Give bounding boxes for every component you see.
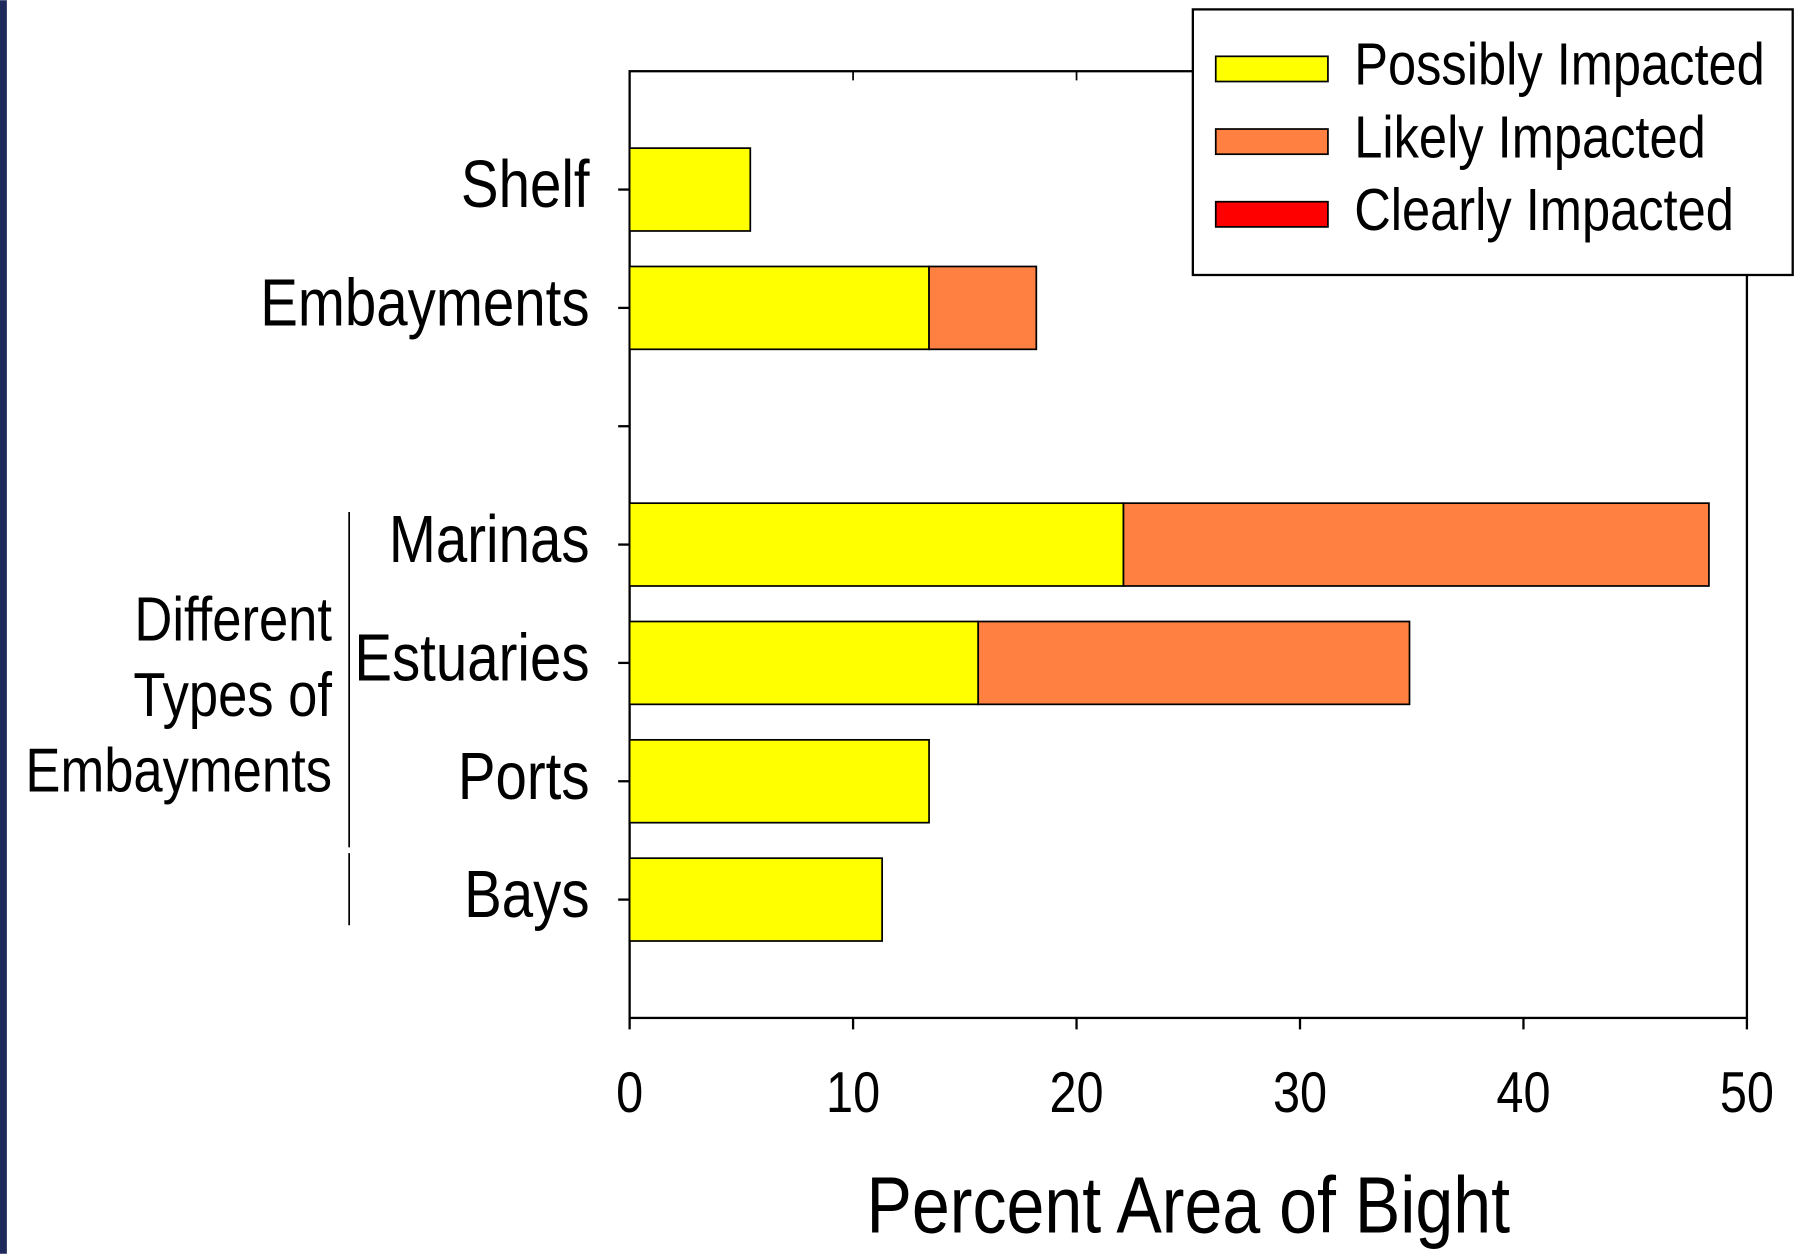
bar-segment [977, 620, 1411, 706]
legend-swatch [1214, 55, 1329, 83]
bar-segment [1122, 502, 1710, 587]
bar-segment [628, 738, 930, 824]
legend-label: Possibly Impacted [1354, 31, 1765, 98]
x-tick-label: 10 [826, 1061, 880, 1125]
y-tick-label: Embayments [260, 266, 589, 340]
x-tick-label: 20 [1049, 1061, 1103, 1125]
x-tick-label: 0 [616, 1061, 643, 1125]
legend-label: Clearly Impacted [1354, 176, 1734, 243]
legend-label: Likely Impacted [1354, 103, 1705, 170]
bar-segment [628, 620, 980, 706]
bar-segment [628, 857, 883, 942]
group-label: Types of [133, 661, 333, 730]
group-label: Embayments [25, 737, 332, 806]
y-tick-label: Estuaries [354, 621, 589, 695]
left-border [0, 0, 7, 1254]
bar-segment [928, 265, 1038, 351]
group-label: Different [134, 586, 332, 655]
x-tick-label: 30 [1273, 1061, 1327, 1125]
x-tick-label: 40 [1496, 1061, 1550, 1125]
x-axis-label: Percent Area of Bight [866, 1160, 1510, 1249]
bar-segment [628, 265, 930, 351]
bar-segment [628, 147, 752, 232]
y-tick-label: Bays [464, 858, 589, 932]
y-tick-label: Marinas [389, 503, 590, 577]
legend-swatch [1214, 128, 1329, 156]
y-tick-label: Ports [458, 740, 590, 814]
y-tick-label: Shelf [461, 148, 590, 222]
bar-segment [628, 502, 1125, 587]
x-tick-label: 50 [1720, 1061, 1774, 1125]
legend-swatch [1214, 200, 1329, 228]
